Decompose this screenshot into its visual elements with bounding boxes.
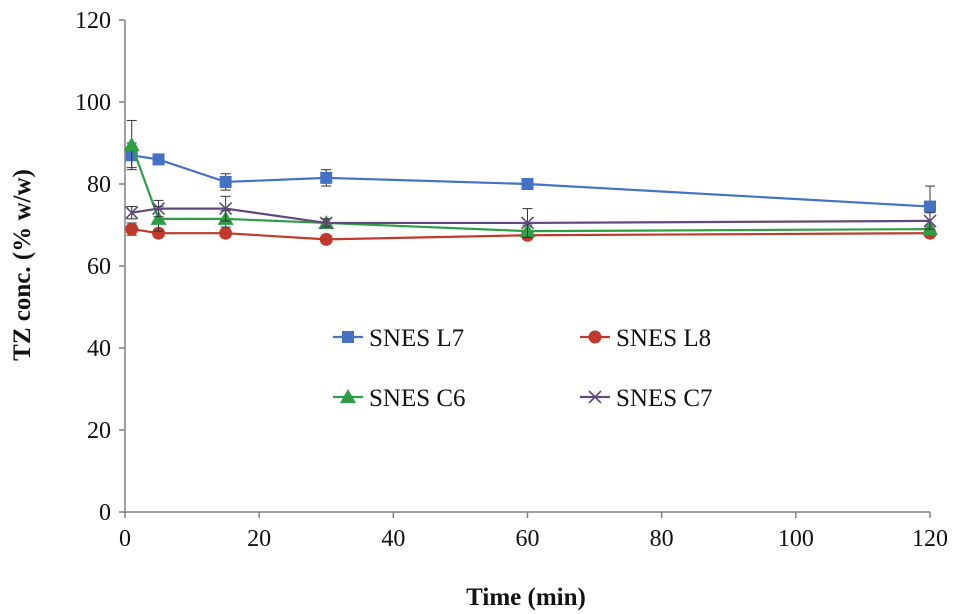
marker-stroke xyxy=(520,216,535,230)
data-point xyxy=(924,200,936,213)
marker-stroke xyxy=(319,216,333,230)
legend-item-snes-c7: SNES C7 xyxy=(580,385,713,412)
data-point xyxy=(320,171,333,184)
y-axis-title: TZ conc. (% w/w) xyxy=(9,169,36,361)
data-point xyxy=(923,214,937,228)
legend-marker xyxy=(340,389,356,403)
legend-label: SNES L8 xyxy=(616,325,711,352)
data-point xyxy=(219,175,232,188)
legend-label: SNES C7 xyxy=(616,385,713,412)
y-tick-label: 40 xyxy=(87,336,111,362)
legend-marker xyxy=(588,390,602,404)
x-tick-label: 0 xyxy=(119,526,131,552)
data-point xyxy=(125,222,139,236)
x-tick-label: 80 xyxy=(650,526,674,552)
data-point xyxy=(520,216,535,230)
series-snes-c7 xyxy=(125,195,937,238)
legend: SNES L7 SNES L8 SNES C6 SNES C7 xyxy=(333,325,713,412)
data-point xyxy=(521,178,534,190)
data-point xyxy=(219,202,233,216)
legend-marker xyxy=(342,331,354,343)
marker-stroke xyxy=(125,206,139,220)
data-point xyxy=(319,216,333,230)
axes: 0 20 40 60 80 100 120 0 20 40 60 80 100 120 xyxy=(75,8,948,552)
data-point xyxy=(123,137,140,152)
marker-stroke xyxy=(219,202,233,216)
legend-marker xyxy=(588,330,602,344)
legend-label: SNES L7 xyxy=(369,325,464,352)
y-tick-label: 60 xyxy=(87,254,111,280)
legend-item-snes-l8: SNES L8 xyxy=(580,325,711,352)
data-point xyxy=(319,232,333,246)
series-snes-l7 xyxy=(125,142,936,228)
legend-item-snes-l7: SNES L7 xyxy=(333,325,464,352)
y-tick-label: 100 xyxy=(75,90,111,116)
marker-stroke xyxy=(151,202,166,216)
data-point xyxy=(152,226,166,240)
series-layer xyxy=(123,119,938,246)
y-tick-label: 0 xyxy=(99,500,111,526)
marker-stroke xyxy=(923,214,937,228)
legend-label: SNES C6 xyxy=(369,385,466,412)
x-tick-label: 20 xyxy=(247,526,271,552)
x-tick-label: 40 xyxy=(381,526,405,552)
y-tick-label: 120 xyxy=(75,8,111,34)
data-point xyxy=(219,226,233,240)
x-tick-label: 120 xyxy=(912,526,948,552)
data-point xyxy=(150,210,167,225)
x-axis-title: Time (min) xyxy=(466,584,586,611)
data-point xyxy=(151,202,166,216)
y-tick-label: 80 xyxy=(87,172,111,198)
x-tick-label: 100 xyxy=(778,526,814,552)
x-tick-label: 60 xyxy=(516,526,540,552)
marker-stroke xyxy=(588,390,602,404)
data-point xyxy=(125,206,139,220)
data-point xyxy=(152,153,165,166)
y-tick-label: 20 xyxy=(87,418,111,444)
legend-item-snes-c6: SNES C6 xyxy=(333,385,466,412)
series-line-snes-c7 xyxy=(131,207,931,225)
